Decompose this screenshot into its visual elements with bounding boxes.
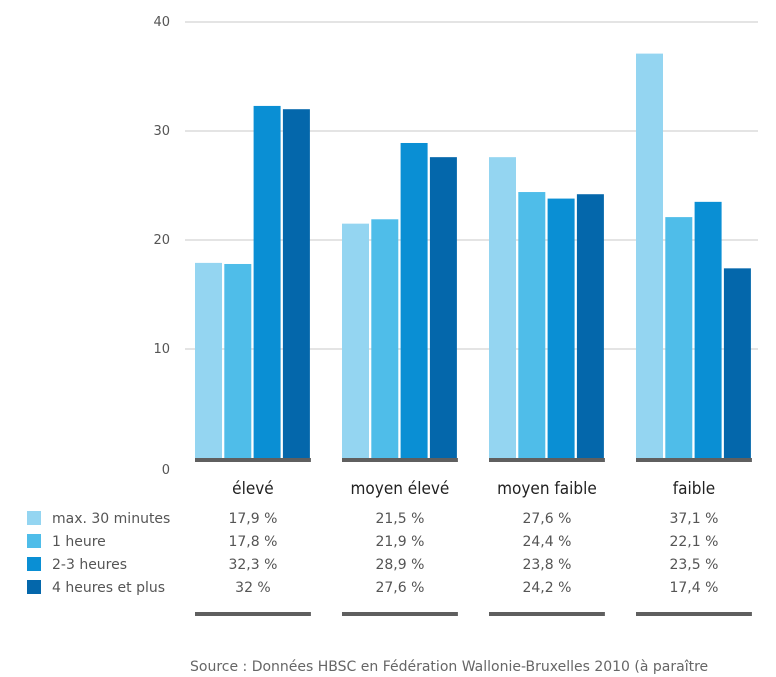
- legend-swatch: [27, 511, 41, 525]
- table-cell: 22,1 %: [669, 534, 718, 550]
- category-underline: [636, 458, 752, 462]
- table-cell: 24,4 %: [522, 534, 571, 550]
- table-cell: 23,5 %: [669, 557, 718, 573]
- bar: [195, 262, 222, 458]
- legend-swatch: [27, 580, 41, 594]
- table-cell: 17,8 %: [228, 534, 277, 550]
- bar: [371, 219, 399, 458]
- y-tick-label: 30: [153, 124, 170, 139]
- table-cell: 17,4 %: [669, 580, 718, 596]
- bar: [576, 194, 604, 458]
- table-cell: 37,1 %: [669, 511, 718, 527]
- table-cell: 27,6 %: [375, 580, 424, 596]
- bar: [518, 192, 546, 459]
- table-cell: 24,2 %: [522, 580, 571, 596]
- category-label: moyen élevé: [351, 479, 450, 499]
- table-cell: 27,6 %: [522, 511, 571, 527]
- bar: [400, 142, 428, 459]
- table-underline: [342, 612, 458, 616]
- value-table: 17,9 % 17,8 % 32,3 % 32 % 21,5 % 21,9 % 28,9 %…: [195, 511, 752, 616]
- y-tick-label: 0: [162, 463, 170, 478]
- bars: [195, 53, 751, 459]
- table-cell: 17,9 %: [228, 511, 277, 527]
- legend-table: max. 30 minutes 1 heure 2-3 heures 4 heures…: [27, 511, 170, 596]
- y-tick-label: 10: [153, 342, 170, 357]
- table-cell: 21,9 %: [375, 534, 424, 550]
- legend-swatch: [27, 557, 41, 571]
- bar: [224, 263, 252, 458]
- category-underline: [195, 458, 311, 462]
- y-axis-ticks: 0 10 20 30 40: [153, 15, 170, 478]
- category-underline: [342, 458, 458, 462]
- bar: [694, 201, 722, 458]
- category-label: moyen faible: [497, 479, 597, 499]
- category-separators: [195, 458, 752, 462]
- table-cell: 32 %: [235, 580, 271, 596]
- bar: [282, 109, 310, 458]
- table-underline: [636, 612, 752, 616]
- bar: [429, 157, 457, 458]
- bar: [723, 268, 751, 458]
- table-cell: 28,9 %: [375, 557, 424, 573]
- category-labels: élevé moyen élevé moyen faible faible: [232, 479, 715, 499]
- table-cell: 32,3 %: [228, 557, 277, 573]
- legend-label: max. 30 minutes: [52, 511, 170, 527]
- legend-label: 2-3 heures: [52, 557, 127, 573]
- table-underline: [489, 612, 605, 616]
- category-underline: [489, 458, 605, 462]
- bar: [636, 53, 663, 459]
- y-tick-label: 20: [153, 233, 170, 248]
- legend-label: 1 heure: [52, 534, 106, 550]
- category-label: faible: [673, 479, 715, 499]
- bar: [253, 105, 281, 459]
- bar: [547, 198, 575, 458]
- bar: [342, 223, 369, 458]
- category-label: élevé: [232, 479, 274, 499]
- table-cell: 21,5 %: [375, 511, 424, 527]
- legend-label: 4 heures et plus: [52, 580, 165, 596]
- legend-swatch: [27, 534, 41, 548]
- table-cell: 23,8 %: [522, 557, 571, 573]
- source-note: Source : Données HBSC en Fédération Wall…: [190, 659, 708, 675]
- y-tick-label: 40: [153, 15, 170, 30]
- bar: [489, 157, 516, 458]
- table-underline: [195, 612, 311, 616]
- bar: [665, 217, 693, 458]
